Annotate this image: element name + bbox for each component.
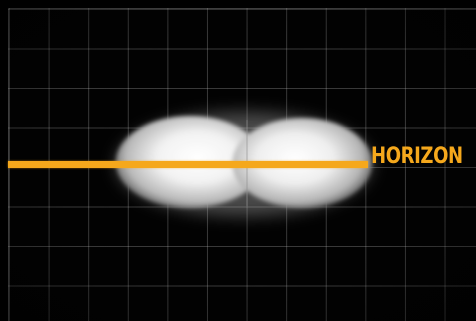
horizon-line [8,161,368,168]
horizon-label: HORIZON [371,144,463,169]
